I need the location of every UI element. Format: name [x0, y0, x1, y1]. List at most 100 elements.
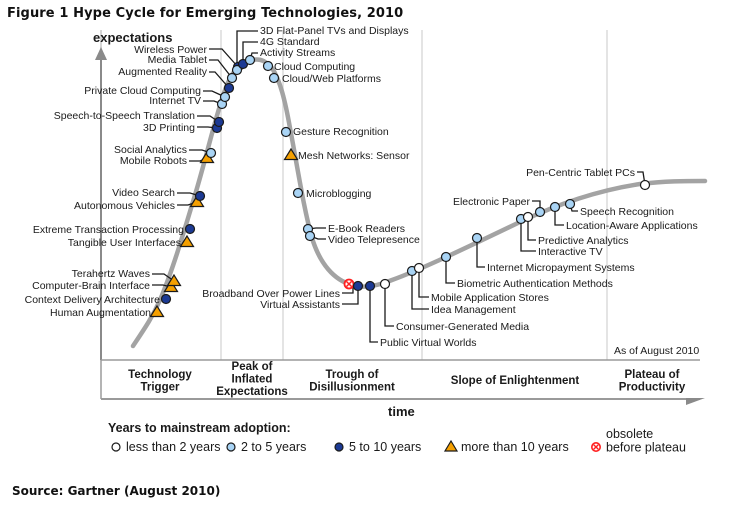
marker-location-aware-applications [549, 201, 561, 213]
legend-item-5to10: 5 to 10 years [334, 440, 421, 454]
marker-cloud-web-platforms [268, 72, 280, 84]
tech-label-mobile-application-stores: Mobile Application Stores [431, 292, 549, 304]
legend-label: less than 2 years [126, 440, 221, 454]
marker-computer-brain-interface [163, 279, 179, 293]
tech-label-public-virtual-worlds: Public Virtual Worlds [380, 337, 476, 349]
marker-social-analytics [205, 147, 217, 159]
circle-icon [226, 442, 236, 452]
tech-label-speech-recognition: Speech Recognition [580, 206, 674, 218]
tech-label-3d-printing: 3D Printing [143, 122, 195, 134]
leader-line [418, 268, 429, 298]
tech-label-biometric-authentication-methods: Biometric Authentication Methods [457, 278, 613, 290]
tech-label-gesture-recognition: Gesture Recognition [293, 126, 389, 138]
tech-label-internet-micropayment-systems: Internet Micropayment Systems [487, 262, 635, 274]
tech-label-predictive-analytics: Predictive Analytics [538, 235, 628, 247]
x-axis-label: time [388, 404, 415, 419]
tech-label-media-tablet: Media Tablet [148, 54, 207, 66]
tech-label-broadband-over-power-lines: Broadband Over Power Lines [202, 288, 340, 300]
marker-biometric-authentication-methods [440, 251, 452, 263]
marker-tangible-user-interfaces [179, 234, 195, 248]
leader-line [445, 257, 455, 284]
marker-autonomous-vehicles [189, 194, 205, 208]
leader-line [209, 71, 230, 89]
figure-title: Figure 1 Hype Cycle for Emerging Technol… [7, 6, 404, 21]
phase-band [100, 359, 705, 405]
tech-label-3d-flat-panel-tvs-and-displays: 3D Flat-Panel TVs and Displays [260, 25, 409, 37]
tech-label-4g-standard: 4G Standard [260, 36, 320, 48]
tech-label-computer-brain-interface: Computer-Brain Interface [32, 280, 150, 292]
y-axis-arrow-icon [95, 47, 107, 60]
marker-internet-micropayment-systems [471, 232, 483, 244]
phase-label-slope-of-enlightenment: Slope of Enlightenment [451, 375, 580, 387]
marker-3d-flat-panel-tvs-and-displays [231, 64, 243, 76]
tech-label-activity-streams: Activity Streams [260, 47, 335, 59]
x-axis-arrow-icon [686, 398, 705, 405]
markers [149, 54, 651, 318]
marker-virtual-assistants [352, 280, 364, 292]
tech-label-interactive-tv: Interactive TV [538, 246, 603, 258]
tech-label-microblogging: Microblogging [306, 188, 372, 200]
tech-label-social-analytics: Social Analytics [114, 144, 187, 156]
tech-label-cloud-web-platforms: Cloud/Web Platforms [282, 73, 381, 85]
tech-label-mobile-robots: Mobile Robots [120, 155, 187, 167]
tech-label-pen-centric-tablet-pcs: Pen-Centric Tablet PCs [526, 167, 635, 179]
marker-context-delivery-architecture [160, 293, 172, 305]
tech-label-cloud-computing: Cloud Computing [274, 61, 355, 73]
phase-labels: Technology Trigger Peak of Inflated Expectat… [128, 361, 686, 398]
source-caption: Source: Gartner (August 2010) [12, 484, 221, 498]
marker-video-search [194, 190, 206, 202]
marker-human-augmentation [149, 304, 165, 318]
y-axis-label: expectations [93, 30, 172, 45]
tech-label-electronic-paper: Electronic Paper [453, 196, 531, 208]
legend-title: Years to mainstream adoption: [108, 421, 291, 435]
phase-label-trough-of-disillusionment: Trough of Disillusionment [309, 369, 395, 394]
leader-line [520, 219, 536, 252]
leader-line [209, 59, 233, 79]
marker-private-cloud-computing [219, 91, 231, 103]
leader-line [384, 284, 394, 327]
legend-label: 2 to 5 years [241, 440, 306, 454]
marker-gesture-recognition [280, 126, 292, 138]
marker-mesh-networks-sensor [283, 147, 299, 161]
tech-label-terahertz-waves: Terahertz Waves [72, 268, 150, 280]
legend-label: more than 10 years [461, 440, 569, 454]
marker-terahertz-waves [166, 273, 182, 287]
tech-label-mesh-networks-sensor: Mesh Networks: Sensor [298, 150, 410, 162]
leader-line [527, 217, 536, 241]
tech-label-augmented-reality: Augmented Reality [118, 66, 207, 78]
marker-public-virtual-worlds [364, 280, 376, 292]
triangle-icon [443, 439, 459, 452]
leader-line [209, 48, 239, 68]
tech-label-internet-tv: Internet TV [149, 95, 201, 107]
as-of-date: As of August 2010 [614, 345, 699, 357]
tech-label-idea-management: Idea Management [431, 304, 516, 316]
tech-label-context-delivery-architecture: Context Delivery Architecture [25, 294, 161, 306]
circle-icon [334, 442, 344, 452]
leader-line [369, 286, 378, 343]
tech-label-autonomous-vehicles: Autonomous Vehicles [74, 200, 175, 212]
marker-broadband-over-power-lines [343, 278, 355, 290]
marker-extreme-transaction-processing [184, 223, 196, 235]
phase-label-technology-trigger: Technology Trigger [128, 369, 192, 394]
marker-mobile-application-stores [413, 262, 425, 274]
legend-item-2to5: 2 to 5 years [226, 440, 306, 454]
leader-line [411, 271, 429, 310]
marker-speech-recognition [564, 198, 576, 210]
marker-speech-to-speech-translation [213, 116, 225, 128]
marker-media-tablet [226, 72, 238, 84]
y-axis [95, 47, 107, 360]
marker-predictive-analytics [522, 211, 534, 223]
leader-line [342, 286, 359, 305]
tech-label-video-telepresence: Video Telepresence [328, 234, 420, 246]
marker-augmented-reality [223, 82, 235, 94]
tech-label-private-cloud-computing: Private Cloud Computing [84, 85, 201, 97]
leader-line [242, 41, 258, 64]
tech-label-speech-to-speech-translation: Speech-to-Speech Translation [54, 110, 195, 122]
tech-label-extreme-transaction-processing: Extreme Transaction Processing [33, 224, 184, 236]
leader-line [236, 30, 258, 70]
phase-label-peak-of-inflated-expectations: Peak of Inflated Expectations [216, 361, 288, 398]
leader-line [476, 238, 485, 268]
tech-label-e-book-readers: E-Book Readers [328, 223, 405, 235]
